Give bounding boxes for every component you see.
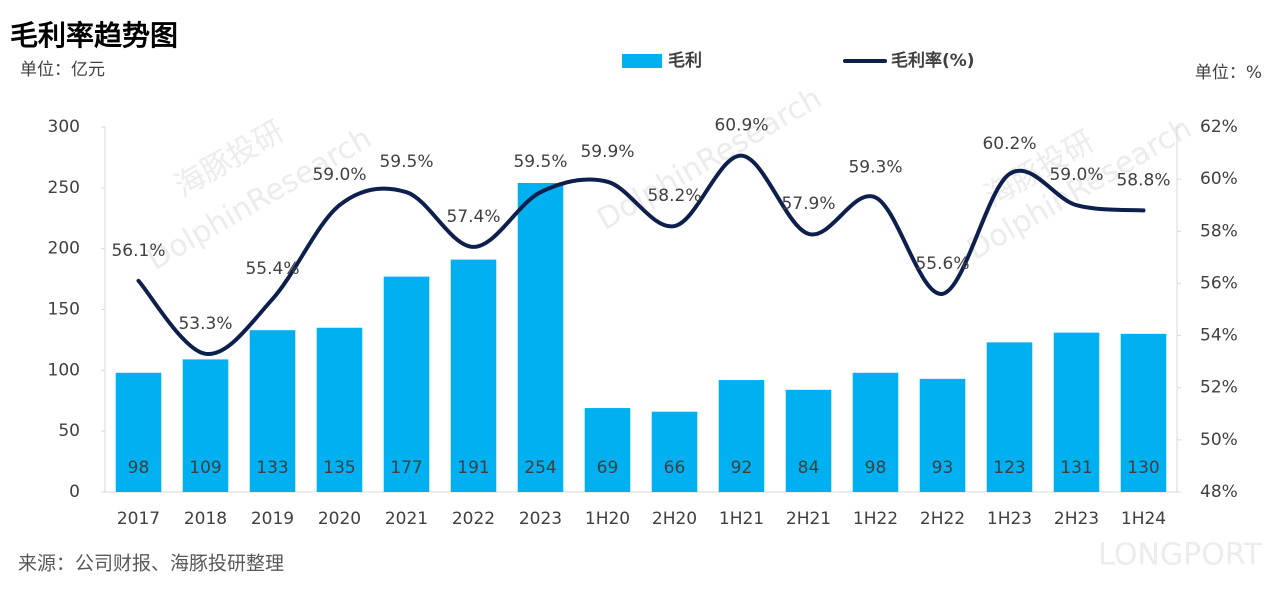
x-tick-label: 2023 bbox=[519, 509, 562, 529]
x-tick-label: 2021 bbox=[385, 509, 428, 529]
y-tick-label: 200 bbox=[48, 239, 80, 259]
bar bbox=[249, 330, 296, 492]
line-value-label: 57.4% bbox=[446, 207, 500, 227]
bar-value-label: 123 bbox=[993, 458, 1025, 478]
y2-tick-label: 50% bbox=[1200, 430, 1238, 450]
bar-value-label: 98 bbox=[865, 458, 887, 478]
y2-tick-label: 62% bbox=[1200, 117, 1238, 137]
line-value-label: 55.4% bbox=[245, 259, 299, 279]
x-tick-label: 2H20 bbox=[652, 509, 697, 529]
y2-tick-label: 54% bbox=[1200, 326, 1238, 346]
bar bbox=[1120, 333, 1167, 492]
y-tick-label: 300 bbox=[48, 117, 80, 137]
bar-value-label: 177 bbox=[390, 458, 422, 478]
x-tick-label: 2020 bbox=[318, 509, 361, 529]
x-tick-label: 2019 bbox=[251, 509, 294, 529]
x-tick-label: 1H24 bbox=[1121, 509, 1166, 529]
bar bbox=[919, 378, 966, 492]
y2-tick-label: 52% bbox=[1200, 378, 1238, 398]
bar bbox=[182, 359, 229, 492]
y-tick-label: 50 bbox=[58, 421, 80, 441]
bar-value-label: 84 bbox=[798, 458, 820, 478]
x-tick-label: 2H21 bbox=[786, 509, 831, 529]
bar bbox=[651, 411, 698, 492]
bar-value-label: 191 bbox=[457, 458, 489, 478]
watermark: LONGPORT bbox=[1098, 538, 1262, 573]
line-value-label: 57.9% bbox=[781, 194, 835, 214]
x-tick-label: 1H22 bbox=[853, 509, 898, 529]
line-value-label: 58.2% bbox=[647, 186, 701, 206]
line-value-label: 56.1% bbox=[111, 241, 165, 261]
y2-axis-title: 单位：% bbox=[1195, 63, 1262, 83]
x-tick-label: 2H23 bbox=[1054, 509, 1099, 529]
bar-value-label: 66 bbox=[664, 458, 686, 478]
y-tick-label: 0 bbox=[69, 482, 80, 502]
bar-value-label: 130 bbox=[1127, 458, 1159, 478]
y2-tick-label: 58% bbox=[1200, 221, 1238, 241]
bar-value-label: 135 bbox=[323, 458, 355, 478]
line-value-label: 53.3% bbox=[178, 314, 232, 334]
bar-value-label: 98 bbox=[128, 458, 150, 478]
legend-label: 毛利 bbox=[668, 50, 702, 71]
y-tick-label: 250 bbox=[48, 178, 80, 198]
bar bbox=[852, 372, 899, 492]
line-value-label: 60.2% bbox=[982, 134, 1036, 154]
source: 来源：公司财报、海豚投研整理 bbox=[18, 553, 284, 575]
x-tick-label: 1H20 bbox=[585, 509, 630, 529]
bar-value-label: 93 bbox=[932, 458, 954, 478]
bar-value-label: 254 bbox=[524, 458, 556, 478]
line-value-label: 59.3% bbox=[848, 157, 902, 177]
bar bbox=[115, 372, 162, 492]
line-value-label: 59.5% bbox=[379, 152, 433, 172]
x-tick-label: 2022 bbox=[452, 509, 495, 529]
line-value-label: 59.0% bbox=[1049, 165, 1103, 185]
line bbox=[136, 153, 1146, 356]
y-tick-label: 100 bbox=[48, 360, 80, 380]
x-tick-label: 1H21 bbox=[719, 509, 764, 529]
bar bbox=[785, 389, 832, 492]
bar-value-label: 92 bbox=[731, 458, 753, 478]
legend-label: 毛利率(%) bbox=[891, 50, 975, 71]
line-value-label: 59.0% bbox=[312, 165, 366, 185]
line-value-label: 58.8% bbox=[1116, 170, 1170, 190]
bar bbox=[1053, 332, 1100, 492]
bar bbox=[316, 327, 363, 492]
bar bbox=[986, 342, 1033, 492]
bar-value-label: 109 bbox=[189, 458, 221, 478]
line-value-label: 59.5% bbox=[513, 152, 567, 172]
bar-value-label: 131 bbox=[1060, 458, 1092, 478]
y-axis-title: 单位：亿元 bbox=[20, 60, 105, 80]
x-tick-label: 2018 bbox=[184, 509, 227, 529]
y2-tick-label: 56% bbox=[1200, 273, 1238, 293]
line-value-label: 60.9% bbox=[714, 116, 768, 136]
bar bbox=[517, 182, 564, 492]
line-value-label: 59.9% bbox=[580, 142, 634, 162]
y2-tick-label: 48% bbox=[1200, 482, 1238, 502]
bar bbox=[383, 276, 430, 492]
bar bbox=[450, 259, 497, 492]
bar-value-label: 133 bbox=[256, 458, 288, 478]
bar bbox=[584, 408, 631, 492]
x-tick-label: 2H22 bbox=[920, 509, 965, 529]
bar bbox=[718, 380, 765, 492]
bar-value-label: 69 bbox=[597, 458, 619, 478]
y2-tick-label: 60% bbox=[1200, 169, 1238, 189]
line-value-label: 55.6% bbox=[915, 254, 969, 274]
x-tick-label: 1H23 bbox=[987, 509, 1032, 529]
legend-swatch bbox=[622, 54, 662, 68]
x-tick-label: 2017 bbox=[117, 509, 160, 529]
y-tick-label: 150 bbox=[48, 300, 80, 320]
chart-title: 毛利率趋势图 bbox=[10, 19, 178, 52]
